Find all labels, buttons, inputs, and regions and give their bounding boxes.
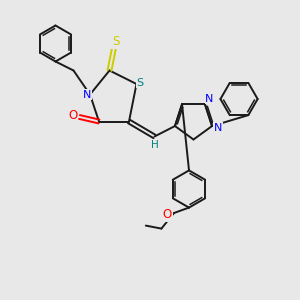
Text: O: O xyxy=(163,208,172,221)
Text: S: S xyxy=(136,77,144,88)
Text: H: H xyxy=(151,140,159,150)
Text: O: O xyxy=(68,109,77,122)
Text: N: N xyxy=(205,94,214,104)
Text: N: N xyxy=(83,89,91,100)
Text: S: S xyxy=(112,35,119,48)
Text: N: N xyxy=(214,122,222,133)
